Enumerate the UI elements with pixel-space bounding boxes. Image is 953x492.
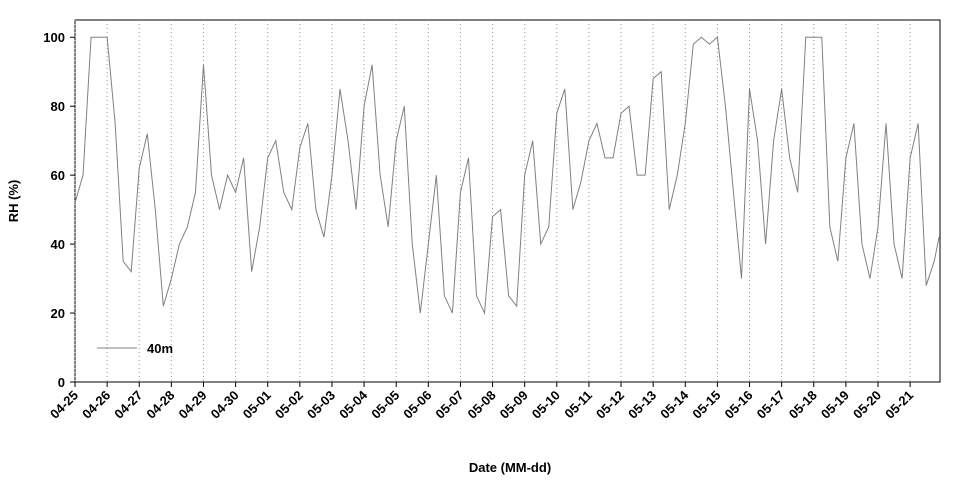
x-tick-label: 05-09 (497, 388, 531, 422)
x-tick-label: 05-04 (336, 387, 371, 422)
plot-area (74, 19, 941, 383)
y-tick-label: 40 (51, 237, 65, 252)
x-tick-label: 04-27 (111, 388, 145, 422)
x-tick-label: 04-30 (208, 388, 242, 422)
legend-label: 40m (147, 341, 173, 356)
x-tick-label: 05-15 (689, 388, 723, 422)
x-tick-label: 05-10 (529, 388, 563, 422)
x-tick-label: 05-18 (786, 388, 820, 422)
x-axis-label: Date (MM-dd) (469, 460, 551, 475)
x-tick-label: 05-08 (465, 388, 499, 422)
x-tick-label: 05-16 (722, 388, 756, 422)
y-tick-label: 60 (51, 168, 65, 183)
x-tick-label: 04-29 (175, 388, 209, 422)
x-tick-label: 05-12 (593, 388, 627, 422)
x-tick-label: 05-20 (850, 388, 884, 422)
x-tick-label: 04-26 (79, 388, 113, 422)
y-tick-label: 100 (43, 30, 65, 45)
x-tick-label: 05-07 (432, 388, 466, 422)
x-tick-label: 05-14 (657, 387, 692, 422)
x-tick-label: 05-01 (240, 388, 274, 422)
x-tick-label: 05-17 (754, 388, 788, 422)
x-tick-label: 05-21 (882, 388, 916, 422)
x-tick-label: 04-25 (47, 388, 81, 422)
x-tick-label: 05-11 (561, 388, 595, 422)
x-tick-label: 05-13 (625, 388, 659, 422)
x-tick-label: 04-28 (143, 388, 177, 422)
x-tick-label: 05-02 (272, 388, 306, 422)
y-tick-label: 20 (51, 306, 65, 321)
x-tick-label: 05-03 (304, 388, 338, 422)
x-tick-label: 05-06 (400, 388, 434, 422)
y-axis-label: RH (%) (6, 180, 21, 223)
x-tick-label: 05-19 (818, 388, 852, 422)
y-tick-label: 0 (58, 375, 65, 390)
y-tick-label: 80 (51, 99, 65, 114)
x-tick-label: 05-05 (368, 388, 402, 422)
line (74, 36, 940, 315)
